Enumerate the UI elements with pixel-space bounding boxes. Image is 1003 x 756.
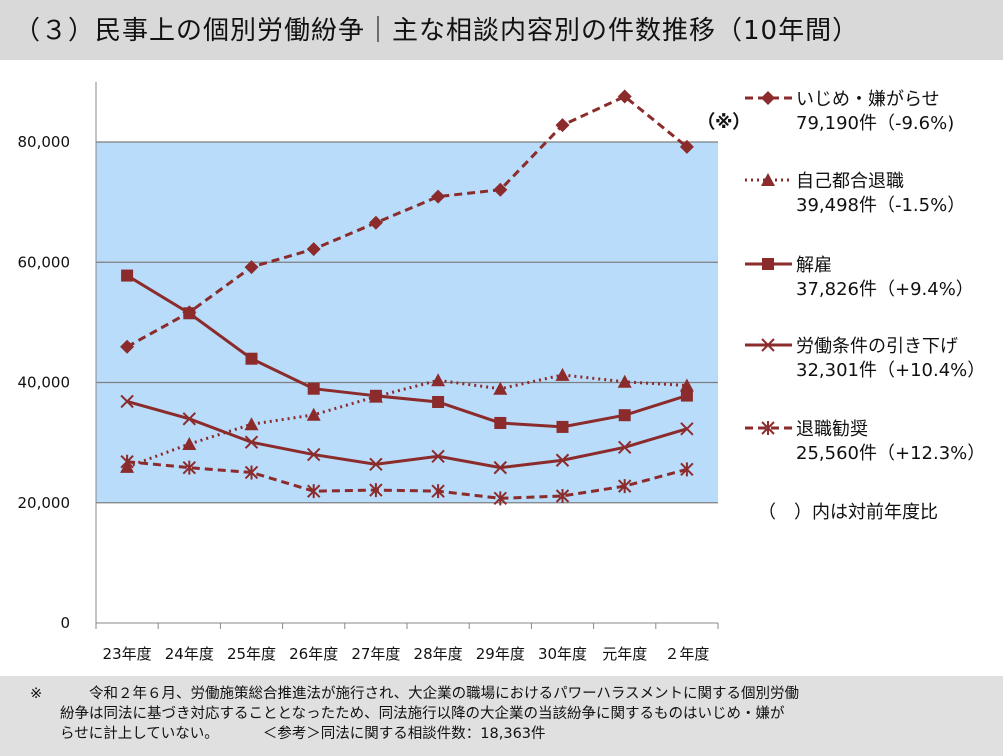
legend-value: 25,560件（+12.3%） bbox=[796, 443, 985, 464]
x-tick-label: ２年度 bbox=[664, 645, 709, 663]
data-point bbox=[306, 242, 321, 257]
series-line-1 bbox=[126, 94, 688, 349]
legend-marker bbox=[762, 258, 774, 270]
series-line-5 bbox=[126, 460, 688, 500]
legend-marker bbox=[761, 173, 775, 186]
data-point bbox=[680, 389, 693, 402]
footnote-mark: ※ bbox=[30, 686, 43, 702]
data-point bbox=[556, 420, 569, 433]
data-point bbox=[431, 373, 446, 387]
footnote-reference: ＜参考＞同法に関する相談件数：18,363件 bbox=[262, 726, 546, 742]
data-point bbox=[679, 378, 694, 392]
data-point bbox=[183, 307, 196, 320]
data-point bbox=[431, 449, 445, 464]
note-bar bbox=[0, 676, 1003, 756]
data-point bbox=[306, 447, 321, 462]
x-tick-label: 23年度 bbox=[103, 645, 152, 663]
data-point bbox=[182, 412, 197, 426]
data-point bbox=[121, 269, 134, 282]
data-point bbox=[432, 395, 445, 408]
series-line-3 bbox=[126, 274, 688, 429]
ratio-note: （ ）内は対前年度比 bbox=[758, 502, 938, 523]
title-bar: （３）民事上の個別労働紛争｜主な相談内容別の件数推移（10年間） bbox=[0, 0, 1003, 60]
x-tick-label: 26年度 bbox=[289, 645, 338, 663]
data-point bbox=[431, 484, 445, 499]
y-tick-label: 80,000 bbox=[18, 133, 71, 151]
x-tick-label: 24年度 bbox=[165, 645, 214, 663]
data-point bbox=[182, 460, 197, 475]
data-point bbox=[182, 437, 197, 451]
data-point bbox=[679, 139, 694, 154]
data-point bbox=[493, 182, 508, 197]
x-tick-label: 元年度 bbox=[602, 645, 647, 663]
data-point bbox=[244, 465, 259, 480]
data-point bbox=[493, 460, 508, 475]
page-title: （３）民事上の個別労働紛争｜主な相談内容別の件数推移（10年間） bbox=[14, 16, 860, 46]
x-tick-label: 27年度 bbox=[351, 645, 400, 663]
data-point bbox=[368, 215, 383, 230]
footnote-line3: らせに計上していない。 bbox=[60, 726, 219, 742]
legend-name: 労働条件の引き下げ bbox=[796, 336, 958, 357]
data-point bbox=[369, 389, 382, 402]
x-tick-label: 28年度 bbox=[414, 645, 463, 663]
data-point bbox=[618, 409, 631, 422]
footnote-marker: （※） bbox=[697, 112, 751, 133]
footnote: ※ 令和２年６月、労働施策総合推進法が施行され、大企業の職場におけるパワーハラス… bbox=[30, 684, 995, 744]
legend-marker bbox=[761, 338, 775, 352]
data-point bbox=[120, 394, 134, 409]
y-tick-label: 0 bbox=[60, 614, 70, 632]
data-point bbox=[617, 374, 632, 388]
series-line-4 bbox=[126, 400, 688, 470]
data-point bbox=[306, 484, 321, 499]
data-point bbox=[369, 457, 383, 472]
data-point bbox=[555, 453, 570, 467]
data-point bbox=[555, 367, 570, 381]
x-tick-label: 29年度 bbox=[476, 645, 525, 663]
legend-name: 自己都合退職 bbox=[796, 171, 904, 192]
data-point bbox=[617, 440, 632, 454]
data-point bbox=[120, 454, 134, 469]
data-point bbox=[617, 89, 632, 104]
data-point bbox=[431, 189, 446, 204]
data-point bbox=[680, 462, 694, 477]
legend-value: 37,826件（+9.4%） bbox=[796, 279, 974, 300]
data-point bbox=[306, 407, 321, 421]
data-point bbox=[555, 488, 570, 503]
legend-name: 退職勧奨 bbox=[796, 419, 868, 440]
legend-name: 解雇 bbox=[796, 255, 832, 276]
x-tick-label: 30年度 bbox=[538, 645, 587, 663]
y-tick-label: 20,000 bbox=[18, 494, 71, 512]
data-point bbox=[493, 491, 508, 506]
data-point bbox=[120, 339, 135, 354]
data-point bbox=[369, 483, 383, 498]
legend-value: 39,498件（-1.5%） bbox=[796, 195, 965, 216]
line-chart: 0 20,000 40,000 60,000 80,000 23年度 24年度 25年度 26年… bbox=[18, 82, 985, 663]
footnote-line2: 紛争は同法に基づき対応することとなったため、同法施行以降の大企業の当該紛争に関す… bbox=[60, 706, 785, 722]
y-tick-label: 60,000 bbox=[18, 253, 71, 271]
footnote-line1: 令和２年６月、労働施策総合推進法が施行され、大企業の職場におけるパワーハラスメン… bbox=[89, 686, 800, 702]
data-point bbox=[555, 118, 570, 133]
data-point bbox=[617, 479, 632, 494]
legend-value: 79,190件（-9.6%) bbox=[796, 113, 954, 134]
legend-name: いじめ・嫌がらせ bbox=[796, 89, 940, 110]
legend-value: 32,301件（+10.4%） bbox=[796, 360, 985, 381]
data-point bbox=[680, 422, 694, 436]
legend-marker bbox=[761, 91, 775, 105]
x-tick-label: 25年度 bbox=[227, 645, 276, 663]
data-point bbox=[493, 381, 508, 395]
data-point bbox=[244, 435, 259, 449]
data-point bbox=[244, 417, 259, 431]
data-point bbox=[494, 416, 507, 429]
series-line-2 bbox=[126, 373, 687, 469]
data-point bbox=[307, 382, 320, 395]
data-point bbox=[245, 352, 258, 365]
y-tick-label: 40,000 bbox=[18, 374, 71, 392]
data-point bbox=[244, 260, 259, 275]
legend-marker bbox=[761, 421, 775, 435]
